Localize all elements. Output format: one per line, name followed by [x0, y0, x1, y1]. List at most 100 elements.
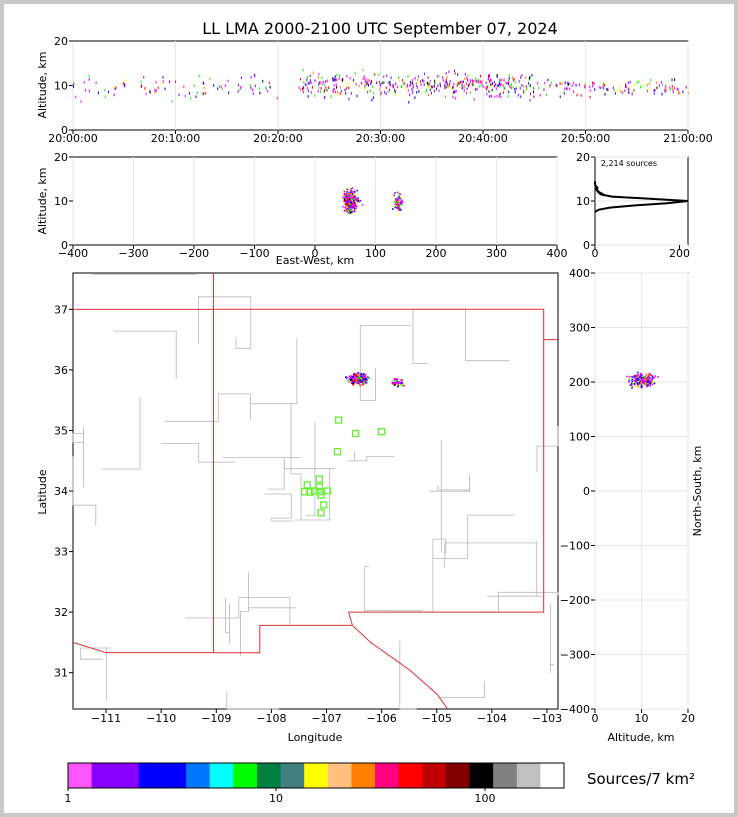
source-point — [559, 82, 561, 85]
source-point — [402, 384, 405, 387]
source-point — [496, 74, 498, 77]
source-point — [640, 384, 643, 387]
source-point — [393, 384, 396, 386]
colorbar-swatch — [469, 763, 494, 788]
colorbar-swatch — [540, 763, 565, 788]
colorbar-frame — [67, 762, 565, 789]
source-point — [644, 380, 647, 382]
source-point — [354, 72, 356, 75]
time-alt-tick-label: 10 — [54, 80, 68, 93]
ns-tick-label: 100 — [569, 431, 590, 444]
source-point — [351, 210, 354, 212]
station-marker — [317, 491, 325, 499]
source-point — [640, 382, 643, 384]
source-point — [104, 95, 106, 98]
source-point — [379, 88, 381, 92]
source-point — [446, 75, 448, 79]
source-point — [213, 84, 215, 87]
source-point — [399, 382, 402, 384]
source-point — [462, 95, 464, 99]
source-point — [635, 374, 638, 377]
source-point — [459, 86, 461, 89]
source-point — [353, 376, 356, 379]
source-point — [642, 84, 644, 88]
source-point — [650, 374, 653, 376]
lat-tick-label: 31 — [54, 667, 68, 680]
source-point — [653, 382, 656, 385]
source-point — [628, 380, 630, 383]
source-point — [351, 80, 353, 83]
county-line — [433, 514, 515, 559]
source-point — [452, 95, 454, 99]
source-point — [397, 213, 400, 216]
source-point — [325, 80, 327, 83]
source-point — [480, 79, 482, 83]
source-point — [480, 80, 482, 84]
source-point — [88, 89, 90, 93]
border-line — [72, 641, 214, 654]
source-point — [434, 82, 436, 85]
source-point — [398, 205, 400, 207]
source-point — [475, 79, 477, 83]
source-point — [337, 91, 339, 94]
source-point — [304, 82, 306, 86]
source-point — [351, 191, 354, 193]
source-point — [348, 202, 351, 205]
source-point — [268, 81, 270, 85]
source-point — [353, 210, 356, 213]
source-point — [459, 80, 461, 84]
source-point — [466, 82, 468, 86]
source-point — [336, 86, 338, 89]
source-point — [406, 85, 408, 88]
source-point — [524, 89, 526, 93]
source-point — [639, 380, 642, 383]
ns-tick-label: −400 — [560, 703, 590, 716]
source-point — [635, 381, 638, 384]
source-point — [353, 207, 356, 210]
county-line — [439, 681, 485, 698]
source-point — [393, 85, 395, 88]
source-point — [342, 205, 344, 208]
source-point — [449, 83, 451, 86]
source-point — [298, 86, 300, 90]
source-point — [353, 193, 356, 196]
source-point — [339, 74, 341, 77]
source-point — [495, 87, 497, 91]
lon-tick-label: −103 — [532, 712, 562, 725]
source-point — [344, 88, 346, 92]
source-point — [154, 88, 156, 92]
source-point — [397, 200, 399, 202]
source-point — [352, 205, 354, 208]
source-point — [410, 80, 412, 84]
source-point — [481, 80, 483, 83]
source-point — [514, 88, 516, 91]
lat-tick-label: 37 — [54, 303, 68, 316]
source-point — [397, 202, 399, 204]
source-point — [438, 89, 440, 93]
source-point — [398, 195, 401, 198]
source-point — [658, 84, 660, 87]
source-point — [603, 87, 605, 91]
source-point — [457, 73, 459, 76]
source-point — [589, 85, 591, 89]
source-point — [321, 82, 323, 86]
source-point — [660, 81, 662, 84]
source-point — [362, 373, 365, 376]
time-tick-label: 20:10:00 — [151, 132, 200, 145]
source-point — [637, 380, 640, 382]
colorbar-swatch — [115, 763, 140, 788]
source-point — [356, 197, 358, 200]
source-point — [645, 382, 647, 385]
time-tick-label: 21:00:00 — [663, 132, 712, 145]
source-point — [635, 385, 638, 388]
source-point — [421, 79, 423, 82]
source-point — [124, 79, 126, 82]
source-point — [665, 86, 667, 90]
source-point — [564, 81, 566, 85]
source-point — [378, 73, 380, 77]
source-point — [508, 82, 510, 86]
source-point — [634, 381, 636, 384]
source-point — [508, 77, 510, 80]
source-point — [454, 72, 456, 75]
station-marker — [315, 475, 324, 483]
